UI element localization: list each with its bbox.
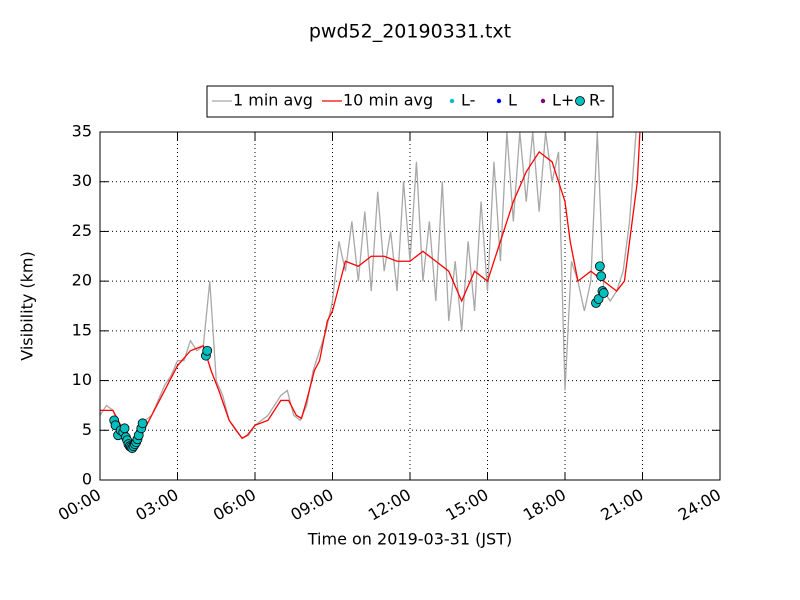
data-point <box>594 261 605 272</box>
legend: 1 min avg 10 min avg L- L L+ R- <box>212 91 605 110</box>
data-point <box>202 345 213 356</box>
plot-area <box>100 132 641 454</box>
legend-swatch <box>496 98 502 104</box>
x-axis-label: Time on 2019-03-31 (JST) <box>307 530 512 549</box>
y-tick-label: 30 <box>72 171 92 190</box>
y-tick-label: 15 <box>72 320 92 339</box>
legend-swatch <box>449 98 455 104</box>
legend-label: L+ <box>552 91 574 110</box>
data-point <box>596 271 607 282</box>
y-tick-label: 0 <box>82 470 92 489</box>
legend-label: L- <box>461 91 475 110</box>
data-point <box>119 423 130 434</box>
legend-swatch <box>540 98 546 104</box>
legend-label: R- <box>589 91 605 110</box>
legend-label: 10 min avg <box>343 91 433 110</box>
y-tick-label: 10 <box>72 370 92 389</box>
legend-swatch <box>575 96 585 106</box>
data-point <box>137 418 148 429</box>
legend-box <box>206 85 614 118</box>
legend-label: 1 min avg <box>233 91 313 110</box>
y-tick-label: 5 <box>82 420 92 439</box>
y-axis-label: Visibility (km) <box>18 251 37 360</box>
series-line <box>100 132 637 447</box>
y-tick-label: 25 <box>72 221 92 240</box>
series-line <box>100 132 641 447</box>
y-tick-label: 20 <box>72 271 92 290</box>
chart-title: pwd52_20190331.txt <box>309 21 511 43</box>
data-point <box>598 288 609 298</box>
y-tick-label: 35 <box>72 122 92 141</box>
legend-label: L <box>508 91 517 110</box>
